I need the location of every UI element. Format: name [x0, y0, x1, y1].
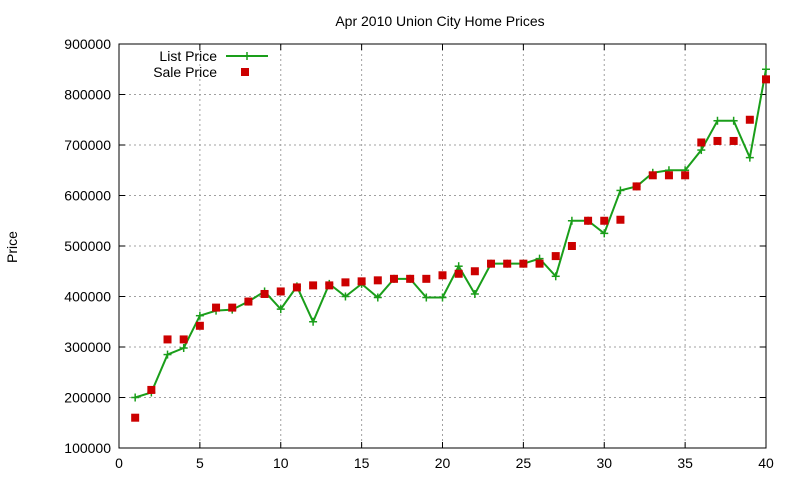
sale-price-point — [212, 303, 221, 312]
sale-price-point — [163, 335, 172, 344]
sale-price-point — [244, 297, 253, 306]
list-price-line — [134, 69, 767, 399]
sale-price-point — [503, 259, 512, 268]
sale-price-point — [309, 281, 318, 290]
x-tick-label: 0 — [115, 455, 123, 471]
y-tick-label: 700000 — [64, 137, 111, 153]
sale-price-point — [713, 136, 722, 145]
x-tick-label: 25 — [516, 455, 532, 471]
sale-price-point — [551, 252, 560, 261]
list-price-point — [697, 146, 706, 155]
x-tick-label: 5 — [196, 455, 204, 471]
list-price-point — [341, 292, 350, 301]
list-price-point — [309, 317, 318, 326]
sale-price-point — [729, 136, 738, 145]
list-price-point — [179, 344, 188, 353]
list-price-point — [567, 216, 576, 225]
y-tick-label: 400000 — [64, 289, 111, 305]
list-price-point — [438, 293, 447, 302]
list-price-point — [551, 272, 560, 281]
sale-price-point — [519, 259, 528, 268]
legend: List Price Sale Price — [153, 48, 268, 80]
y-tick-label: 200000 — [64, 390, 111, 406]
sale-price-point — [632, 182, 641, 191]
sale-price-point — [195, 321, 204, 330]
list-price-point — [713, 116, 722, 125]
x-tick-label: 40 — [758, 455, 774, 471]
list-price-point — [422, 293, 431, 302]
list-price-point — [600, 229, 609, 238]
y-tick-label: 300000 — [64, 339, 111, 355]
sale-price-point — [179, 335, 188, 344]
x-tick-label: 10 — [273, 455, 289, 471]
legend-sample-sale-price — [241, 68, 249, 76]
y-tick-label: 600000 — [64, 188, 111, 204]
list-price-point — [454, 262, 463, 271]
y-tick-label: 800000 — [64, 87, 111, 103]
y-axis-label: Price — [4, 231, 20, 263]
list-price-point — [762, 65, 770, 74]
list-price-point — [163, 350, 172, 359]
sale-price-point — [147, 385, 156, 394]
legend-sample-list-price — [226, 52, 268, 60]
legend-square — [241, 68, 249, 76]
list-price-point — [616, 186, 625, 195]
y-tick-label: 900000 — [64, 36, 111, 52]
sale-price-point — [454, 269, 463, 278]
sale-price-point — [357, 277, 366, 286]
sale-price-point — [422, 274, 431, 283]
y-tick-label: 500000 — [64, 238, 111, 254]
list-price-point — [729, 116, 738, 125]
sale-price-point — [681, 171, 690, 180]
list-price-point — [373, 293, 382, 302]
sale-price-point — [438, 271, 447, 280]
sale-price-point — [131, 413, 140, 422]
list-price-point — [745, 153, 754, 162]
sale-price-point — [697, 138, 706, 147]
x-tick-label: 30 — [596, 455, 612, 471]
sale-price-point — [276, 287, 285, 296]
legend-cross — [243, 52, 251, 60]
sale-price-point — [616, 215, 625, 224]
list-price-point — [131, 393, 140, 402]
sale-price-point — [389, 274, 398, 283]
y-tick-label: 100000 — [64, 440, 111, 456]
sale-price-point — [648, 171, 657, 180]
legend-label-sale-price: Sale Price — [153, 64, 217, 80]
sale-price-point — [600, 216, 609, 225]
sale-price-point — [664, 171, 673, 180]
grid-layer — [119, 44, 766, 448]
sale-price-point — [567, 242, 576, 250]
sale-price-point — [487, 259, 496, 268]
sale-price-point — [260, 289, 269, 298]
legend-label-list-price: List Price — [159, 48, 217, 64]
sale-price-point — [535, 259, 544, 268]
list-price-point — [195, 311, 204, 320]
x-tick-label: 15 — [354, 455, 370, 471]
sale-price-point — [470, 267, 479, 276]
chart-title: Apr 2010 Union City Home Prices — [335, 13, 544, 29]
list-price-point — [470, 289, 479, 298]
sale-price-point — [341, 278, 350, 287]
sale-price-point — [292, 283, 301, 292]
sale-price-point — [406, 274, 415, 283]
sale-price-point — [745, 115, 754, 124]
sale-price-point — [762, 75, 770, 84]
list-price-point — [276, 305, 285, 314]
sale-price-point — [325, 281, 334, 290]
sale-price-point — [373, 276, 382, 285]
series-layer — [131, 65, 770, 422]
x-tick-label: 35 — [677, 455, 693, 471]
x-tick-label: 20 — [435, 455, 451, 471]
sale-price-point — [228, 303, 237, 312]
tick-layer: 0 5 10 15 20 25 30 35 40 100000 200000 300000 400000… — [64, 36, 774, 471]
sale-price-point — [584, 216, 593, 225]
